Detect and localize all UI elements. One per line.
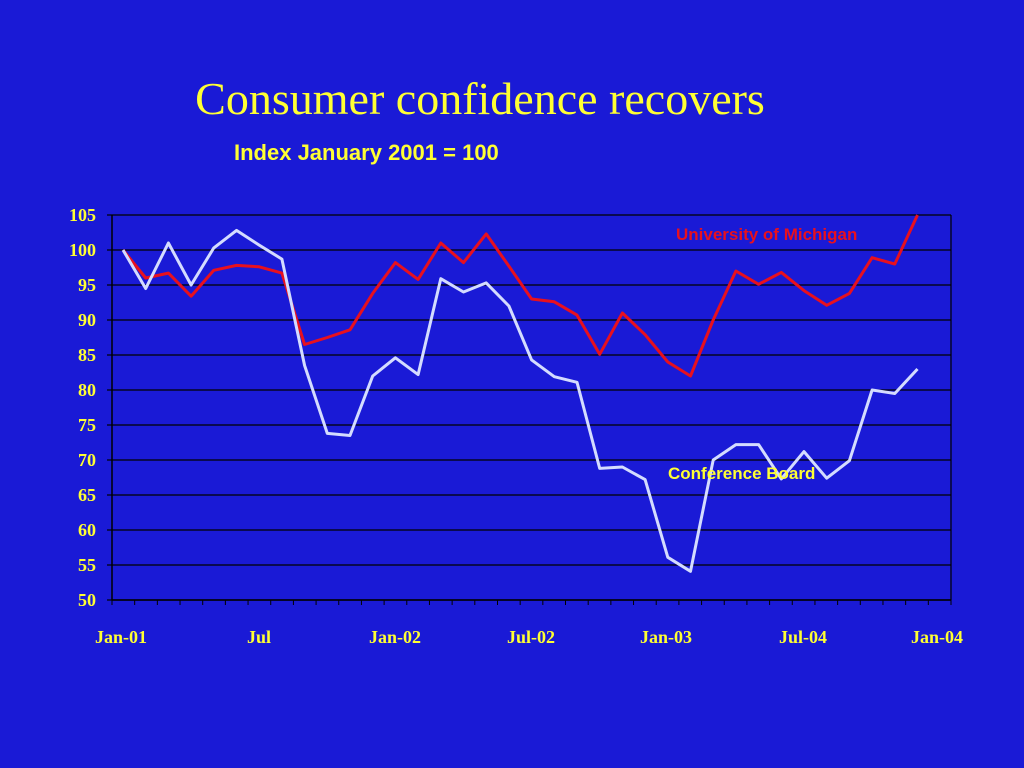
y-tick-label: 105 <box>69 205 96 225</box>
x-tick-label: Jul-02 <box>507 627 555 647</box>
chart-subtitle: Index January 2001 = 100 <box>234 140 499 165</box>
x-tick-label: Jan-01 <box>95 627 147 647</box>
series-label-university-of-michigan: University of Michigan <box>676 225 857 244</box>
y-axis-ticks: 105 100 95 90 85 80 75 70 65 60 55 50 <box>69 205 96 610</box>
series-label-conference-board: Conference Board <box>668 464 815 483</box>
x-tick-label: Jan-03 <box>640 627 692 647</box>
x-tick-label: Jul-04 <box>779 627 827 647</box>
y-tick-label: 85 <box>78 345 96 365</box>
series-line-conference-board <box>121 228 919 573</box>
y-tick-label: 75 <box>78 415 96 435</box>
x-tick-label: Jan-02 <box>369 627 421 647</box>
series-line-university-of-michigan <box>121 214 919 378</box>
y-tick-label: 90 <box>78 310 96 330</box>
x-axis-ticks: Jan-01 Jul Jan-02 Jul-02 Jan-03 Jul-04 Jan-04 <box>95 627 963 647</box>
y-tick-label: 65 <box>78 485 96 505</box>
y-tick-label: 50 <box>78 590 96 610</box>
plot-area <box>112 215 951 600</box>
gridlines <box>107 214 951 601</box>
axes <box>111 215 952 605</box>
series-labels: University of Michigan Conference Board <box>668 225 857 483</box>
series <box>121 214 919 573</box>
y-tick-label: 55 <box>78 555 96 575</box>
y-tick-label: 60 <box>78 520 96 540</box>
x-tick-label: Jul <box>247 627 271 647</box>
y-tick-label: 100 <box>69 240 96 260</box>
slide-title: Consumer confidence recovers <box>195 73 765 124</box>
y-tick-label: 70 <box>78 450 96 470</box>
x-tick-label: Jan-04 <box>911 627 963 647</box>
y-tick-label: 80 <box>78 380 96 400</box>
y-tick-label: 95 <box>78 275 96 295</box>
